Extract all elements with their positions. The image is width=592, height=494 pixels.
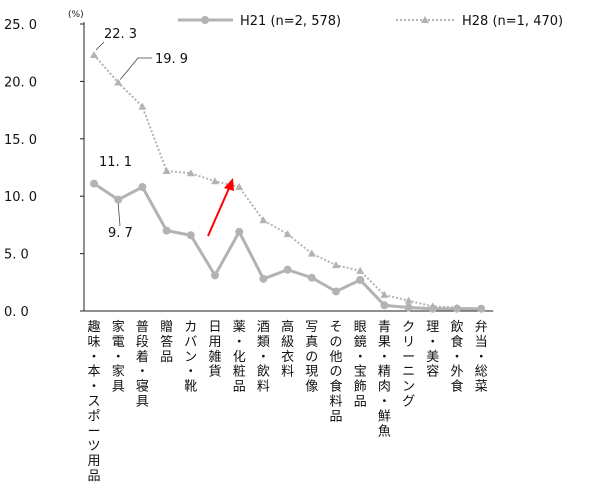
legend-label-h21: H21 (n=2, 578) [240, 14, 341, 29]
h21-point [235, 227, 244, 236]
x-category-label: 贈答品 [160, 319, 173, 365]
h28-point [307, 249, 316, 257]
x-category-label: 青果・精肉・鮮魚 [378, 320, 391, 439]
y-tick-label: 15. 0 [4, 133, 37, 148]
y-tick-label: 10. 0 [4, 190, 37, 205]
h28-point [186, 169, 195, 177]
y-tick-label: 0. 0 [4, 305, 29, 320]
annotations: 22. 3 19. 9 11. 1 9. 7 [95, 27, 188, 241]
legend-marker-h28 [421, 16, 429, 23]
h28-point [380, 290, 389, 298]
h28-point [283, 230, 292, 238]
h28-point [477, 304, 486, 312]
annotation-leader [119, 57, 152, 80]
h28-point [211, 177, 219, 185]
x-category-label: 写真の現像 [305, 320, 318, 395]
x-category-label: 趣味・本・スポーツ用品 [87, 320, 100, 484]
h28-point [162, 166, 171, 174]
h28-point [356, 266, 365, 274]
h21-point [138, 183, 147, 192]
value-annotation: 19. 9 [155, 52, 188, 67]
x-category-label: 飲食・外食 [450, 319, 463, 395]
x-category-label: 弁当・総菜 [475, 320, 488, 395]
h28-point [428, 302, 437, 310]
h28-point [332, 261, 340, 269]
x-category-label: 薬・化粧品 [233, 320, 246, 395]
x-category-label: 理・美容 [426, 320, 439, 380]
y-tick-label: 5. 0 [4, 248, 29, 263]
value-annotation: 22. 3 [104, 27, 137, 42]
legend-label-h28: H28 (n=1, 470) [462, 14, 563, 29]
h21-point [186, 231, 195, 240]
x-category-label: 高級衣料 [281, 319, 294, 380]
arrow-shaft [207, 185, 231, 237]
series-line-0 [93, 182, 482, 311]
h21-point [380, 301, 389, 310]
series-line-1 [93, 54, 482, 310]
h21-point [283, 265, 292, 274]
h21-point [162, 226, 171, 235]
y-axis-ticks: 25. 0 20. 0 15. 0 10. 0 5. 0 0. 0 [4, 18, 84, 320]
axes [83, 22, 494, 312]
h21-point [90, 179, 98, 188]
value-annotation: 11. 1 [99, 155, 132, 170]
red-arrow-annotation [207, 178, 234, 237]
h21-point [259, 274, 268, 283]
annotation-leader [117, 203, 121, 227]
h21-point [307, 273, 316, 282]
h21-point [114, 195, 123, 204]
h28-point [114, 78, 123, 86]
h28-point [404, 296, 413, 304]
x-category-label: 家電・家具 [112, 319, 125, 395]
y-axis-unit: (%) [68, 10, 84, 20]
h28-point [453, 303, 461, 311]
annotation-leader [95, 41, 105, 51]
x-category-label: 眼鏡・宝飾品 [354, 320, 367, 410]
h28-point [90, 50, 98, 58]
h28-point [235, 183, 244, 191]
value-annotation: 9. 7 [108, 226, 133, 241]
x-category-label: 日用雑貨 [208, 320, 221, 380]
h28-point [138, 102, 147, 110]
h21-point [356, 276, 365, 285]
x-category-label: 酒類・飲料 [257, 320, 270, 395]
h21-point [404, 303, 413, 312]
h21-point [211, 271, 219, 280]
legend-marker-h21 [201, 16, 209, 24]
series-lines [90, 50, 486, 313]
h28-point [259, 216, 268, 224]
y-tick-label: 20. 0 [4, 75, 37, 90]
x-category-label: その他の食料品 [329, 320, 342, 424]
arrow-head [224, 178, 234, 191]
x-category-label: カバン・靴 [184, 320, 197, 395]
x-category-label: 普段着・寝具 [136, 320, 149, 410]
category-labels: 趣味・本・スポーツ用品家電・家具普段着・寝具贈答品カバン・靴日用雑貨薬・化粧品酒… [87, 319, 487, 484]
x-category-label: クリーニング [402, 320, 415, 410]
h21-point [332, 287, 340, 296]
y-tick-label: 25. 0 [4, 18, 37, 33]
legend: H21 (n=2, 578) H28 (n=1, 470) [178, 14, 563, 29]
